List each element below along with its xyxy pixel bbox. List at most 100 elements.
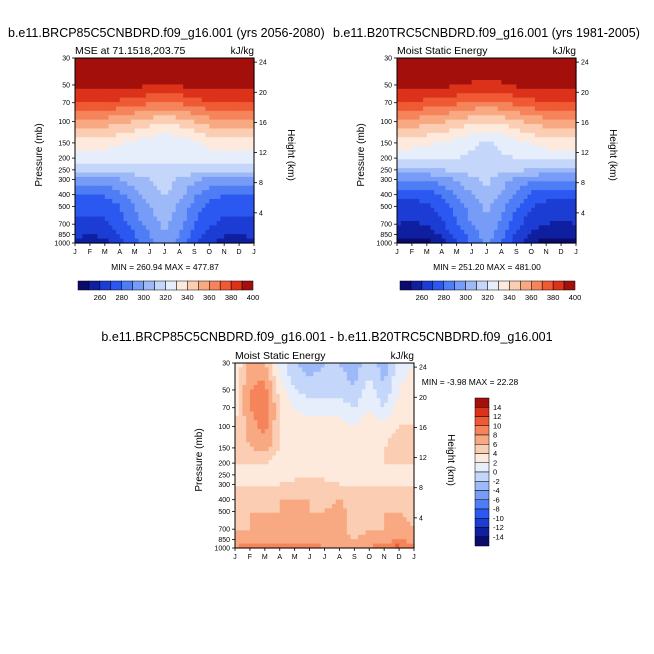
contour-cell — [205, 168, 210, 174]
contour-cell — [441, 176, 447, 182]
contour-cell — [331, 363, 337, 368]
contour-cell — [553, 207, 558, 213]
contour-cell — [438, 181, 443, 187]
contour-cell — [434, 203, 439, 209]
contour-cell — [561, 212, 566, 218]
contour-cell — [365, 402, 370, 408]
contour-cell — [445, 185, 450, 191]
contour-cell — [561, 234, 566, 240]
contour-cell — [157, 128, 162, 134]
contour-cell — [460, 141, 465, 147]
contour-cell — [445, 62, 450, 68]
contour-cell — [272, 420, 277, 426]
contour-cell — [497, 216, 503, 222]
contour-cell — [542, 159, 547, 165]
contour-cell — [86, 110, 91, 116]
contour-cell — [408, 128, 413, 134]
contour-cell — [568, 141, 573, 147]
contour-cell — [194, 80, 199, 86]
contour-cell — [404, 198, 409, 204]
contour-cell — [86, 62, 91, 68]
contour-cell — [86, 181, 91, 187]
contour-cell — [82, 102, 87, 108]
contour-cell — [376, 420, 382, 426]
contour-cell — [86, 93, 91, 99]
contour-cell — [399, 389, 404, 395]
contour-cell — [227, 102, 233, 108]
contour-cell — [239, 229, 244, 235]
contour-cell — [93, 181, 98, 187]
contour-cell — [97, 238, 102, 244]
contour-cell — [387, 376, 393, 382]
contour-cell — [479, 62, 484, 68]
contour-cell — [220, 93, 225, 99]
contour-cell — [501, 58, 506, 63]
contour-cell — [411, 212, 417, 218]
contour-cell — [460, 225, 465, 231]
contour-cell — [452, 132, 458, 138]
contour-cell — [268, 424, 273, 430]
contour-cell — [549, 216, 555, 222]
contour-cell — [279, 385, 285, 391]
contour-cell — [112, 176, 117, 182]
contour-cell — [415, 225, 420, 231]
contour-cell — [328, 376, 333, 382]
contour-cell — [456, 132, 461, 138]
contour-cell — [505, 207, 510, 213]
contour-cell — [411, 119, 417, 125]
contour-cell — [475, 97, 480, 103]
contour-cell — [201, 154, 207, 160]
contour-cell — [408, 234, 413, 240]
contour-cell — [112, 220, 117, 226]
height-tick-label: 12 — [581, 150, 589, 157]
contour-cell — [313, 380, 318, 386]
contour-cell — [501, 229, 506, 235]
contour-cell — [512, 159, 517, 165]
contour-cell — [86, 124, 91, 130]
contour-cell — [93, 102, 98, 108]
contour-cell — [242, 80, 248, 86]
contour-cell — [464, 84, 469, 90]
contour-cell — [553, 198, 558, 204]
contour-cell — [157, 181, 162, 187]
contour-cell — [557, 207, 562, 213]
contour-cell — [358, 385, 363, 391]
contour-cell — [239, 190, 244, 196]
contour-cell — [86, 66, 91, 72]
contour-cell — [175, 229, 181, 235]
contour-cell — [242, 398, 247, 404]
contour-cell — [542, 198, 547, 204]
contour-cell — [527, 71, 532, 77]
contour-cell — [227, 198, 233, 204]
contour-cell — [497, 128, 503, 134]
contour-cell — [402, 411, 408, 417]
contour-cell — [426, 97, 432, 103]
contour-cell — [253, 371, 258, 377]
contour-cell — [194, 150, 199, 156]
contour-cell — [224, 146, 229, 152]
contour-cell — [320, 415, 326, 421]
contour-cell — [553, 75, 558, 81]
contour-cell — [250, 154, 255, 160]
contour-cell — [520, 106, 525, 112]
contour-cell — [516, 198, 521, 204]
contour-cell — [568, 159, 573, 165]
contour-cell — [138, 115, 143, 121]
contour-cell — [123, 80, 128, 86]
contour-cell — [171, 172, 177, 178]
contour-cell — [302, 398, 307, 404]
contour-cell — [527, 137, 532, 143]
contour-cell — [434, 163, 439, 169]
contour-cell — [246, 216, 251, 222]
contour-cell — [104, 198, 110, 204]
contour-cell — [127, 93, 132, 99]
contour-cell — [564, 66, 570, 72]
contour-cell — [328, 398, 333, 404]
contour-cell — [268, 420, 273, 426]
contour-cell — [164, 137, 169, 143]
contour-cell — [249, 398, 255, 404]
contour-cell — [512, 88, 517, 94]
contour-cell — [372, 398, 378, 404]
contour-cell — [505, 220, 510, 226]
contour-cell — [104, 102, 110, 108]
